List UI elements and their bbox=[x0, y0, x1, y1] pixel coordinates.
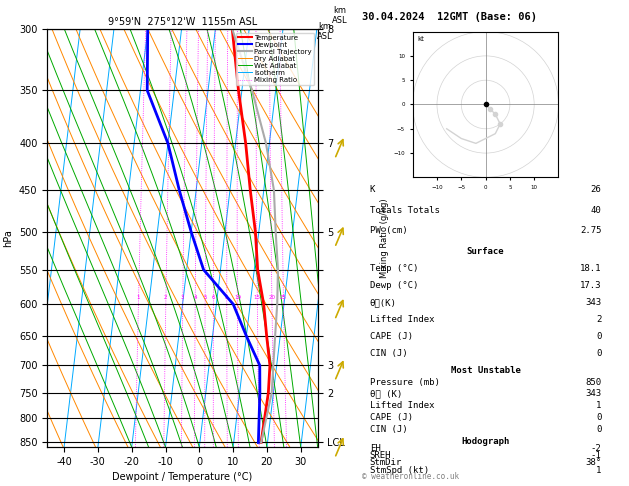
Text: 15: 15 bbox=[253, 295, 261, 300]
Text: 38°: 38° bbox=[585, 458, 601, 468]
Text: 0: 0 bbox=[596, 413, 601, 422]
Text: Dewp (°C): Dewp (°C) bbox=[370, 281, 418, 290]
Text: 17.3: 17.3 bbox=[580, 281, 601, 290]
Text: 2.75: 2.75 bbox=[580, 226, 601, 235]
Text: 3: 3 bbox=[181, 295, 184, 300]
Text: 20: 20 bbox=[269, 295, 276, 300]
Text: 10: 10 bbox=[234, 295, 241, 300]
Text: kt: kt bbox=[418, 36, 425, 42]
Text: PW (cm): PW (cm) bbox=[370, 226, 408, 235]
Text: 343: 343 bbox=[585, 298, 601, 307]
Text: StmDir: StmDir bbox=[370, 458, 402, 468]
Text: CIN (J): CIN (J) bbox=[370, 425, 408, 434]
Text: Pressure (mb): Pressure (mb) bbox=[370, 378, 440, 387]
Text: 30.04.2024  12GMT (Base: 06): 30.04.2024 12GMT (Base: 06) bbox=[362, 12, 537, 22]
Text: km
ASL: km ASL bbox=[332, 6, 347, 25]
Text: 0: 0 bbox=[596, 332, 601, 341]
Text: 4: 4 bbox=[194, 295, 197, 300]
Text: CAPE (J): CAPE (J) bbox=[370, 332, 413, 341]
Text: 5: 5 bbox=[203, 295, 207, 300]
Text: -1: -1 bbox=[591, 451, 601, 460]
X-axis label: Dewpoint / Temperature (°C): Dewpoint / Temperature (°C) bbox=[113, 472, 252, 483]
Text: 40: 40 bbox=[591, 206, 601, 215]
Text: Hodograph: Hodograph bbox=[462, 436, 509, 446]
Text: θᴄ (K): θᴄ (K) bbox=[370, 389, 402, 399]
Text: SREH: SREH bbox=[370, 451, 391, 460]
Text: Most Unstable: Most Unstable bbox=[450, 366, 521, 375]
Text: CIN (J): CIN (J) bbox=[370, 349, 408, 358]
Text: 0: 0 bbox=[596, 425, 601, 434]
Text: EH: EH bbox=[370, 444, 381, 453]
Text: 850: 850 bbox=[585, 378, 601, 387]
Text: © weatheronline.co.uk: © weatheronline.co.uk bbox=[362, 472, 459, 481]
Text: 18.1: 18.1 bbox=[580, 264, 601, 273]
Y-axis label: hPa: hPa bbox=[3, 229, 13, 247]
Text: ASL: ASL bbox=[318, 32, 333, 41]
Text: 1: 1 bbox=[137, 295, 140, 300]
Text: Totals Totals: Totals Totals bbox=[370, 206, 440, 215]
Title: 9°59'N  275°12'W  1155m ASL: 9°59'N 275°12'W 1155m ASL bbox=[108, 17, 257, 27]
Text: 26: 26 bbox=[591, 186, 601, 194]
Text: θᴄ(K): θᴄ(K) bbox=[370, 298, 397, 307]
Legend: Temperature, Dewpoint, Parcel Trajectory, Dry Adiabat, Wet Adiabat, Isotherm, Mi: Temperature, Dewpoint, Parcel Trajectory… bbox=[236, 33, 314, 85]
Text: 0: 0 bbox=[596, 349, 601, 358]
Text: km: km bbox=[319, 22, 331, 31]
Text: Lifted Index: Lifted Index bbox=[370, 315, 435, 324]
Text: 1: 1 bbox=[596, 466, 601, 475]
Text: StmSpd (kt): StmSpd (kt) bbox=[370, 466, 429, 475]
Text: 2: 2 bbox=[164, 295, 168, 300]
Text: 343: 343 bbox=[585, 389, 601, 399]
Text: -2: -2 bbox=[591, 444, 601, 453]
Text: Surface: Surface bbox=[467, 247, 504, 256]
Text: CAPE (J): CAPE (J) bbox=[370, 413, 413, 422]
Text: Temp (°C): Temp (°C) bbox=[370, 264, 418, 273]
Text: 1: 1 bbox=[596, 401, 601, 410]
Y-axis label: Mixing Ratio (g/kg): Mixing Ratio (g/kg) bbox=[380, 198, 389, 278]
Text: 8: 8 bbox=[225, 295, 228, 300]
Text: K: K bbox=[370, 186, 376, 194]
Text: 6: 6 bbox=[211, 295, 215, 300]
Text: 2: 2 bbox=[596, 315, 601, 324]
Text: Lifted Index: Lifted Index bbox=[370, 401, 435, 410]
Text: 25: 25 bbox=[280, 295, 287, 300]
